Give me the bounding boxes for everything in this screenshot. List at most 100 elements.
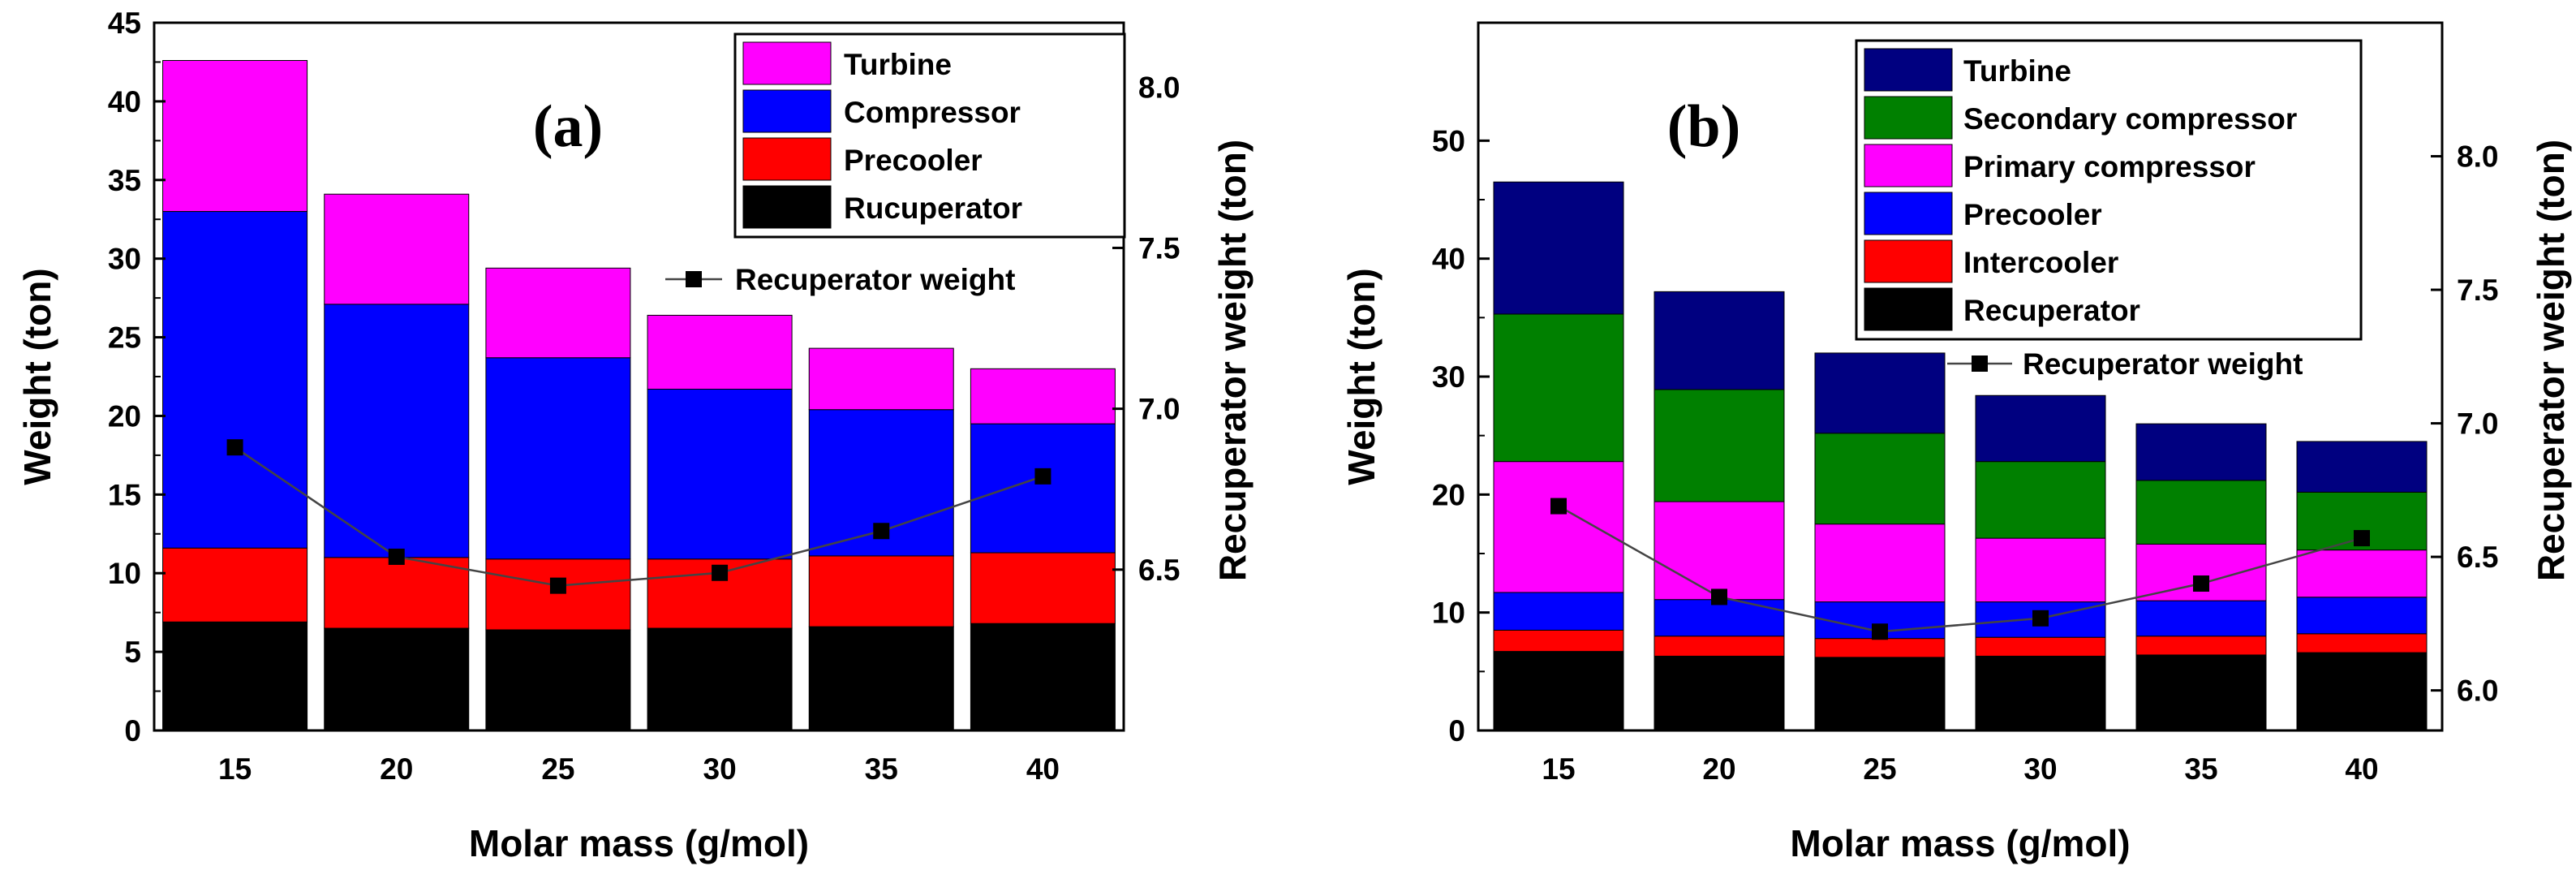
recuperator-weight-point-30 [712,564,729,581]
bar-precooler-35 [2135,600,2267,637]
bar-precooler-40 [970,552,1116,624]
bar-primary-compressor-40 [2296,549,2428,598]
y2-axis-title: Recuperator weight (ton) [1211,140,1254,581]
bar-secondary-compressor-15 [1493,313,1624,463]
recuperator-weight-point-35 [2193,575,2209,592]
y2-tick-label: 6.5 [2457,541,2498,574]
y2-tick-label: 7.5 [2457,274,2498,307]
bar-precooler-15 [162,547,308,623]
bar-precooler-25 [485,558,631,631]
y-tick-label: 10 [108,557,141,590]
y-tick-label: 35 [108,164,141,197]
bar-rucuperator-40 [970,623,1116,731]
legend-swatch [1864,96,1953,140]
chart-panel-a: 0 5 10 15 20 25 30 35 40 45 6.5 7.0 7.5 8.0 15 20 25 30 35… [16,6,1254,864]
bar-compressor-20 [324,304,470,558]
bar-turbine-40 [2296,441,2428,493]
recuperator-weight-point-25 [1872,623,1888,640]
bar-turbine-40 [970,368,1116,424]
legend-label: Precooler [1963,198,2102,231]
legend-swatch [742,137,832,181]
y-tick-label: 5 [124,636,141,669]
legend-label: Turbine [844,48,952,81]
legend-swatch [742,185,832,229]
legend-swatch [1864,48,1953,92]
legend-label: Compressor [844,96,1021,129]
legend-swatch [1864,239,1953,283]
legend-label: Recuperator [1963,294,2140,327]
bar-secondary-compressor-25 [1814,433,1946,525]
bar-turbine-15 [1493,181,1624,315]
legend-swatch [1864,144,1953,187]
bar-compressor-40 [970,423,1116,554]
y-tick-label: 20 [1432,478,1465,511]
bar-turbine-25 [485,267,631,359]
bar-turbine-30 [647,314,793,390]
bar-intercooler-40 [2296,633,2428,653]
legend: Turbine Compressor Precooler Rucuperator [733,32,1126,239]
bar-rucuperator-35 [808,626,954,731]
bar-intercooler-20 [1654,636,1785,657]
bar-primary-compressor-35 [2135,543,2267,601]
panel-label: (b) [1667,93,1740,160]
line-legend-label: Recuperator weight [735,263,1015,296]
bar-intercooler-30 [1975,636,2106,657]
recuperator-weight-point-20 [1711,588,1727,605]
recuperator-weight-point-40 [1034,468,1051,485]
bar-rucuperator-25 [485,629,631,731]
bar-recuperator-25 [1814,657,1946,731]
x-tick-label: 40 [2345,752,2378,786]
line-legend-marker [686,271,702,287]
bar-recuperator-30 [1975,655,2106,731]
legend-swatch [1864,192,1953,235]
bar-turbine-25 [1814,352,1946,434]
panel-label: (a) [533,93,603,160]
line-legend-marker [1972,355,1988,372]
x-tick-label: 20 [1702,752,1735,786]
y2-tick-label: 7.0 [1138,393,1180,426]
y2-tick-label: 8.0 [2457,140,2498,174]
legend: Turbine Secondary compressor Primary compr… [1855,39,2363,341]
y-tick-label: 25 [108,321,141,355]
bar-turbine-35 [2135,423,2267,481]
y-tick-label: 40 [108,85,141,118]
bar-turbine-35 [808,347,954,411]
bar-turbine-30 [1975,394,2106,463]
x-tick-label: 35 [2184,752,2217,786]
x-tick-label: 35 [865,752,898,786]
y-tick-label: 30 [1432,360,1465,394]
y-tick-label: 45 [108,6,141,40]
recuperator-weight-point-15 [226,439,243,456]
chart-panel-b: 0 10 20 30 40 50 6.0 6.5 7.0 7.5 8.0 15 20 25 30 35 40 Mo… [1340,21,2572,864]
recuperator-weight-line [234,446,1043,587]
recuperator-weight-point-40 [2354,530,2370,547]
y2-tick-label: 7.5 [1138,231,1180,265]
x-tick-label: 15 [1542,752,1575,786]
x-tick-label: 40 [1026,752,1060,786]
y2-tick-label: 8.0 [1138,71,1180,104]
x-tick-label: 20 [380,752,413,786]
y-tick-label: 30 [108,243,141,276]
bar-recuperator-15 [1493,651,1624,731]
y2-tick-label: 6.5 [1138,554,1180,587]
bar-turbine-15 [162,60,308,213]
recuperator-weight-point-20 [388,548,405,565]
bar-rucuperator-20 [324,627,470,731]
legend-label: Primary compressor [1963,150,2256,183]
bar-precooler-20 [324,557,470,629]
bar-precooler-35 [808,555,954,627]
bar-turbine-20 [324,193,470,305]
legend-swatch [1864,287,1953,331]
y-axis-title: Weight (ton) [1340,268,1383,485]
bar-primary-compressor-25 [1814,524,1946,603]
y2-axis-title: Recuperator weight (ton) [2530,140,2572,581]
x-tick-label: 25 [541,752,574,786]
legend-label: Rucuperator [844,192,1022,225]
bar-compressor-30 [647,389,793,560]
bar-intercooler-25 [1814,638,1946,658]
legend-label: Intercooler [1963,246,2118,279]
bar-turbine-20 [1654,291,1785,390]
x-tick-label: 30 [2023,752,2057,786]
bar-intercooler-35 [2135,636,2267,656]
